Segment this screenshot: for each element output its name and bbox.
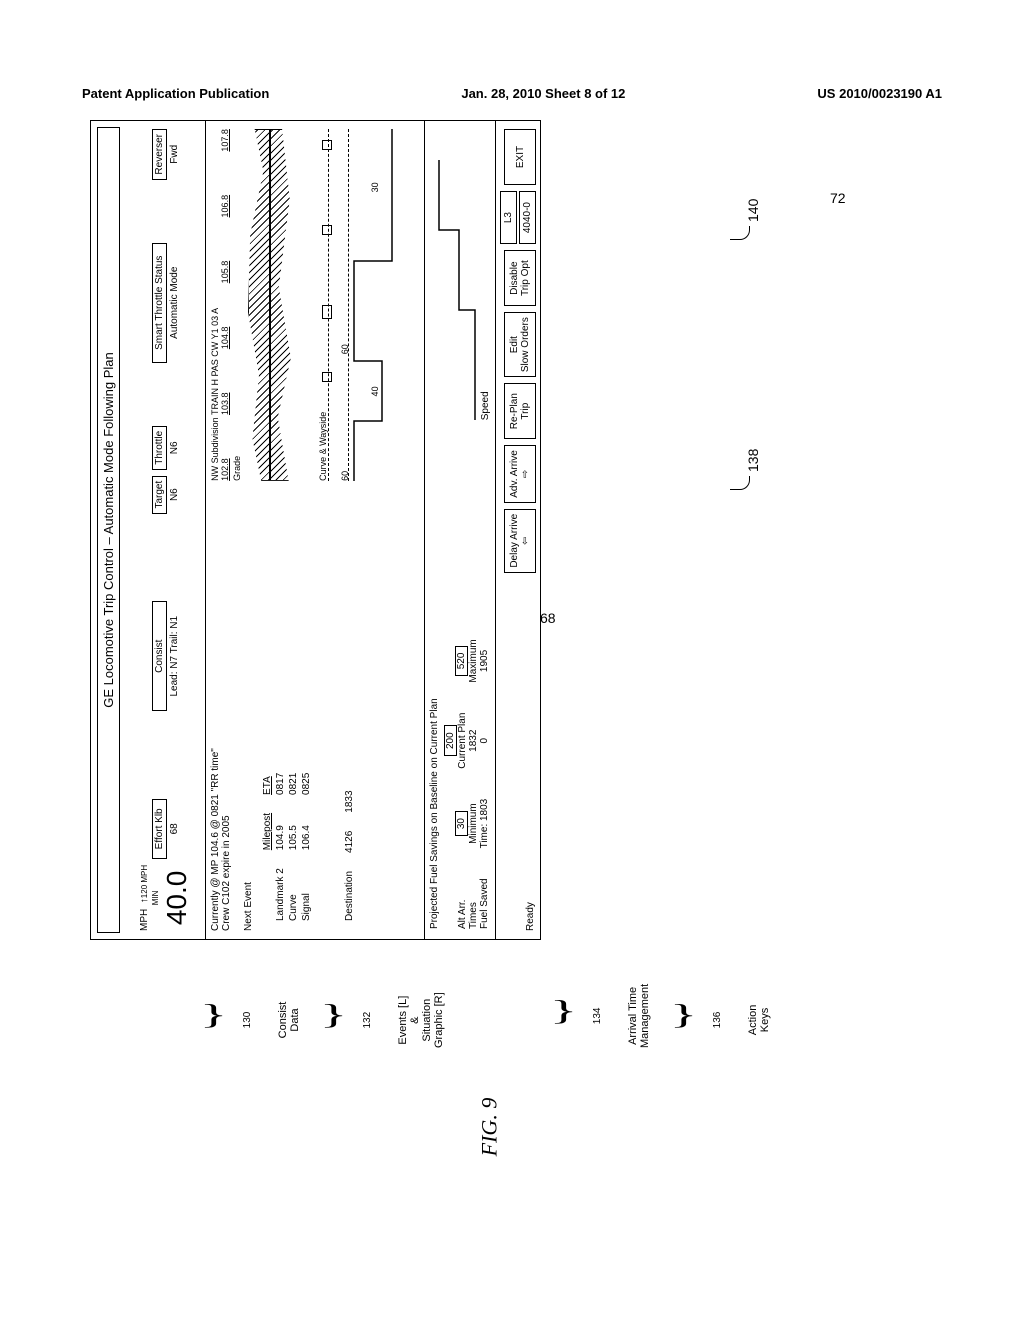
wayside-marker: [322, 305, 332, 319]
events-row: Currently @ MP 104.6 @ 0821 "RR time" Cr…: [206, 121, 425, 939]
ref-134: 134: [592, 1008, 603, 1025]
col-mp: Milepost: [262, 805, 273, 858]
speed-strip: Speed: [429, 131, 491, 420]
dest-eta: 1833: [344, 782, 355, 820]
wayside-marker: [322, 225, 332, 235]
arrow-left-icon: ⇦: [520, 514, 531, 568]
hdr-left: Patent Application Publication: [82, 86, 269, 101]
cur-box: 200: [444, 725, 457, 756]
situation-graphic: NW Subdivision TRAIN H PAS CW Y1 03 A 10…: [210, 129, 420, 481]
side-arrival-text: Arrival TimeManagement: [627, 984, 651, 1048]
ready-label: Ready: [525, 579, 536, 931]
dest-mp: 4126: [344, 823, 355, 861]
throttle-label: Throttle: [154, 431, 165, 465]
ref-132: 132: [362, 1012, 373, 1029]
col-eta: ETA: [262, 765, 273, 803]
speed-profile: [348, 129, 410, 481]
throttle-value: N6: [169, 441, 180, 454]
grade-label: Grade: [232, 129, 242, 481]
grade-band-lower: [270, 129, 292, 481]
min-time: Time: 1803: [479, 799, 490, 849]
lbl-arrival: } 134 Arrival TimeManagement: [540, 984, 675, 1048]
wayside-marker: [322, 372, 332, 382]
status-label: Smart Throttle Status: [154, 256, 165, 350]
mph-box: MPH ↑120 MPHMIN 40.0: [139, 865, 193, 931]
cur-fuel: 0: [479, 738, 490, 744]
ui-screen: GE Locomotive Trip Control – Automatic M…: [90, 120, 541, 940]
max-label: Maximum: [468, 639, 479, 682]
consist-value: Lead: N7 Trail: N1: [169, 616, 180, 697]
mph-value: 40.0: [161, 865, 193, 931]
proj-label: Projected Fuel Savings on Baseline on Cu…: [429, 434, 440, 929]
reverser-value: Fwd: [169, 145, 180, 164]
side-consist-text: ConsistData: [277, 1000, 301, 1040]
events-line1: Currently @ MP 104.6 @ 0821 "RR time": [210, 501, 221, 931]
milepost-row: 102.8 103.8 104.8 105.8 106.8 107.8: [220, 129, 230, 481]
mph-label: MPH: [139, 909, 150, 931]
table-row: Landmark 2104.90817: [275, 765, 286, 929]
ref-130: 130: [242, 1012, 253, 1029]
effort-value: 68: [169, 823, 180, 834]
figure-label: FIG. 9: [476, 1098, 502, 1157]
cur-label: Current Plan: [457, 713, 468, 769]
max-box: 520: [455, 646, 468, 677]
consist-label: Consist: [154, 640, 165, 673]
events-line2: Crew C102 expire in 2005: [221, 501, 232, 931]
arrival-row: Projected Fuel Savings on Baseline on Cu…: [425, 121, 496, 939]
lbl-action: } 136 ActionKeys: [660, 1000, 795, 1040]
curve-label: Curve & Wayside: [318, 412, 328, 481]
title-bar: GE Locomotive Trip Control – Automatic M…: [97, 127, 120, 933]
lbl-events: } 132 Events [L]&SituationGraphic [R]: [310, 992, 469, 1048]
ref-138: 138: [745, 449, 761, 472]
delay-arrive-button[interactable]: Delay Arrive ⇦: [504, 509, 536, 573]
events-left: Currently @ MP 104.6 @ 0821 "RR time" Cr…: [210, 501, 420, 931]
ref-136: 136: [712, 1012, 723, 1029]
hdr-right: US 2010/0023190 A1: [817, 86, 942, 101]
reverser-label: Reverser: [154, 134, 165, 175]
arrow-right-icon: ⇨: [520, 450, 531, 498]
effort-label: Effort Klb: [154, 808, 165, 849]
next-event-label: Next Event: [243, 501, 254, 931]
figure-wrap: } 130 ConsistData } 132 Events [L]&Situa…: [150, 120, 850, 940]
page-header: Patent Application Publication Jan. 28, …: [82, 86, 942, 101]
adv-arrive-button[interactable]: Adv. Arrive ⇨: [504, 445, 536, 503]
target-label: Target: [154, 481, 165, 509]
target-value: N6: [169, 488, 180, 501]
side-events-text: Events [L]&SituationGraphic [R]: [397, 992, 445, 1048]
max-time: 1905: [479, 650, 490, 672]
hdr-center: Jan. 28, 2010 Sheet 8 of 12: [461, 86, 625, 101]
mph-min: 120 MPHMIN: [140, 865, 160, 905]
status-value: Automatic Mode: [169, 267, 180, 339]
lbl-consist: } 130 ConsistData: [190, 1000, 325, 1040]
wayside-marker: [322, 140, 332, 150]
table-row: Curve105.50821: [288, 765, 299, 929]
cur-time: 1832: [468, 730, 479, 752]
sub-header: NW Subdivision TRAIN H PAS CW Y1 03 A: [210, 129, 220, 481]
side-action-text: ActionKeys: [747, 1000, 771, 1040]
table-row: Signal106.40825: [301, 765, 312, 929]
consist-row: MPH ↑120 MPHMIN 40.0 Effort Klb 68 Consi…: [126, 121, 206, 939]
min-label: Minimum: [468, 803, 479, 844]
ref-140: 140: [745, 199, 761, 222]
min-box: 30: [455, 811, 468, 836]
speed-step-line: [429, 120, 579, 420]
events-table: Milepost ETA Landmark 2104.90817 Curve105…: [260, 763, 314, 931]
grade-band-upper: [248, 129, 270, 481]
dest-label: Destination: [344, 863, 355, 929]
